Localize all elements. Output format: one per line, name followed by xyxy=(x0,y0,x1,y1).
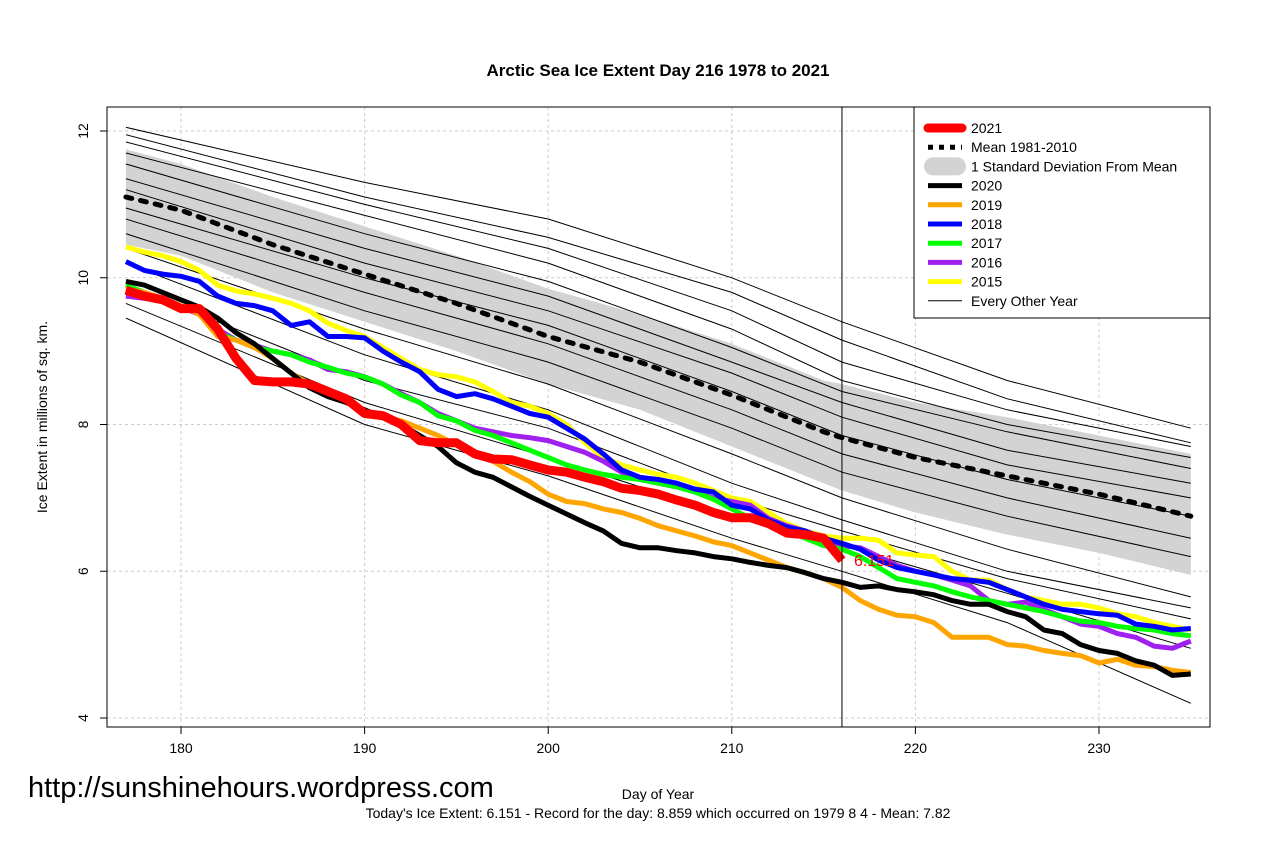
other-year-line xyxy=(125,218,1191,539)
other-year-line xyxy=(125,126,1191,429)
x-tick-label: 210 xyxy=(720,740,744,756)
other-year-line xyxy=(125,189,1191,499)
site-url: http://sunshinehours.wordpress.com xyxy=(28,772,494,804)
chart-title: Arctic Sea Ice Extent Day 216 1978 to 20… xyxy=(486,61,829,80)
other-year-line xyxy=(125,262,1191,609)
x-tick-label: 220 xyxy=(904,740,928,756)
legend-label: 2018 xyxy=(971,216,1002,232)
legend-label: 2017 xyxy=(971,235,1002,251)
legend-box xyxy=(913,106,1211,319)
legend-label: 2015 xyxy=(971,274,1002,290)
summary-text: Today's Ice Extent: 6.151 - Record for t… xyxy=(365,805,951,821)
other-year-line xyxy=(125,233,1191,558)
other-year-line xyxy=(125,141,1191,447)
other-year-line xyxy=(125,134,1191,444)
current-value-label: 6.151 xyxy=(854,553,894,570)
other-year-line xyxy=(125,247,1191,598)
other-year-line xyxy=(125,178,1191,484)
y-tick-label: 4 xyxy=(75,714,91,722)
legend-swatch xyxy=(924,157,966,176)
legend-label: Every Other Year xyxy=(971,293,1078,309)
y-tick-label: 10 xyxy=(75,270,91,286)
other-year-line xyxy=(125,207,1191,517)
other-year-line xyxy=(125,317,1192,704)
x-axis-label: Day of Year xyxy=(621,786,695,802)
x-tick-label: 230 xyxy=(1087,740,1111,756)
legend-label: 2016 xyxy=(971,254,1002,270)
legend-label: 2021 xyxy=(971,120,1002,136)
y-axis-label: Ice Extent in millions of sq. km. xyxy=(34,321,50,513)
series-2021 xyxy=(124,285,846,564)
other-year-line xyxy=(125,152,1191,458)
other-year-line xyxy=(125,163,1191,469)
x-tick-label: 190 xyxy=(353,740,377,756)
x-tick-label: 200 xyxy=(537,740,561,756)
y-tick-label: 6 xyxy=(75,567,91,575)
series-2017 xyxy=(124,282,1192,639)
mean-line xyxy=(123,194,1194,519)
plot-frame xyxy=(106,106,1211,728)
y-tick-label: 12 xyxy=(75,123,91,139)
x-tick-label: 180 xyxy=(169,740,193,756)
series-2018 xyxy=(124,259,1192,633)
legend-label: 2020 xyxy=(971,178,1002,194)
legend-label: 2019 xyxy=(971,197,1002,213)
legend-label: Mean 1981-2010 xyxy=(971,139,1077,155)
legend-label: 1 Standard Deviation From Mean xyxy=(971,158,1177,174)
y-tick-label: 8 xyxy=(75,420,91,428)
